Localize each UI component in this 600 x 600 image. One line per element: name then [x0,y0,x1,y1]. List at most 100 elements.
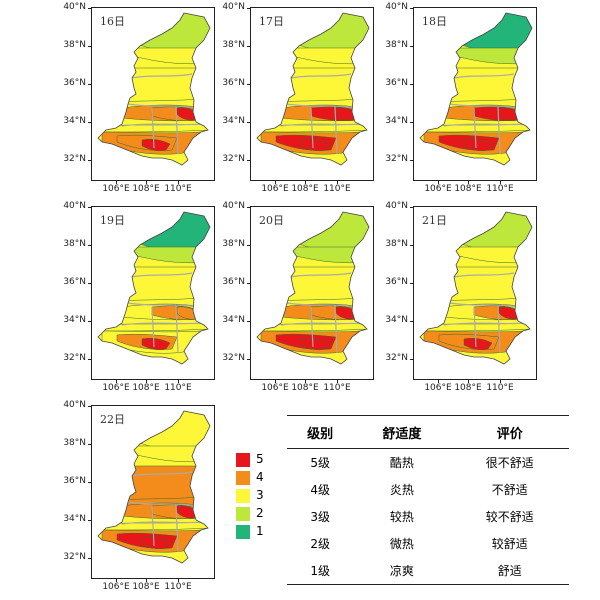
comfort-zone [98,465,210,502]
table-row: 5级 酷热 很不舒适 [287,449,569,477]
lat-tick [88,520,92,521]
lat-tick [88,321,92,322]
lat-tick [88,245,92,246]
lat-tick [247,283,251,284]
lat-label: 32°N [222,154,245,164]
lat-label: 36°N [63,78,86,88]
lat-tick [410,46,414,47]
lat-tick [247,359,251,360]
province-outline [419,211,533,365]
legend-label: 1 [256,524,264,538]
comfort-zone [141,536,171,550]
lat-label: 40°N [222,2,245,12]
boundary-line [131,471,193,477]
lon-label: 110°E [486,184,514,194]
day-label: 20日 [259,214,284,227]
lat-label: 38°N [385,40,408,50]
province-outline [97,410,211,564]
lat-tick [247,160,251,161]
lat-label: 36°N [63,476,86,486]
table-cell: 炎热 [389,483,414,497]
lon-label: 106°E [261,383,289,393]
lat-label: 36°N [222,78,245,88]
lat-label: 40°N [63,400,86,410]
comfort-zone [98,266,210,303]
lat-label: 38°N [222,239,245,249]
lat-label: 32°N [222,353,245,363]
lat-label: 40°N [385,201,408,211]
day-label: 18日 [422,15,447,28]
lat-label: 40°N [222,201,245,211]
boundary-line [280,322,364,326]
comfort-zone [101,322,210,332]
lon-label: 110°E [486,383,514,393]
lat-label: 36°N [385,277,408,287]
lon-label: 108°E [291,184,319,194]
day-label: 17日 [259,15,284,28]
lat-label: 34°N [385,315,408,325]
table-cell: 1级 [287,557,354,585]
table-cell: 4级 [310,483,330,497]
boundary-line [497,105,501,155]
comfort-grade-table: 级别 舒适度 评价 5级 酷热 很不舒适 4级 炎热 不舒适 3级 较热 较不舒… [287,415,569,585]
lat-label: 38°N [222,40,245,50]
lat-tick [247,122,251,123]
boundary-line [127,501,197,507]
boundary-line [443,123,527,127]
lon-label: 108°E [132,383,160,393]
comfort-zone [463,138,493,152]
map-panel-20: 20日 40°N 38°N 36°N 34°N 32°N 106°E 108°E 110°E [222,201,374,393]
day-label: 19日 [100,214,125,227]
map-panel-17: 17日 40°N 38°N 36°N 34°N 32°N 106°E 108°E 110°E [222,2,374,194]
lon-tick [275,379,276,383]
lat-label: 32°N [63,353,86,363]
boundary-line [131,272,193,278]
boundary-line [334,304,338,354]
table-cell: 舒适 [450,557,569,585]
lon-tick [337,379,338,383]
comfort-zone [453,246,532,264]
table-cell: 凉爽 [353,557,451,585]
boundary-line [310,107,314,149]
boundary-line [131,73,193,79]
lat-label: 36°N [63,277,86,287]
comfort-zone [300,337,330,351]
boundary-line [449,103,519,109]
lat-tick [247,8,251,9]
lat-tick [410,84,414,85]
table-cell: 5级 [310,456,330,470]
lon-label: 108°E [291,383,319,393]
shaanxi-map [97,211,211,365]
lat-tick [88,359,92,360]
boundary-line [290,73,352,79]
lat-tick [88,444,92,445]
boundary-line [175,503,179,553]
lat-tick [247,46,251,47]
lon-tick [337,180,338,184]
lon-label: 110°E [164,184,192,194]
lat-label: 34°N [385,116,408,126]
shaanxi-map [256,12,370,166]
comfort-zone [141,138,171,152]
boundary-line [121,322,205,326]
boundary-line [151,306,155,348]
shaanxi-map [97,12,211,166]
comfort-zone [423,322,532,332]
lat-label: 38°N [63,438,86,448]
lat-tick [88,207,92,208]
table-cell: 较不舒适 [485,510,534,524]
lon-tick [500,180,501,184]
comfort-zone [423,123,532,133]
lat-tick [88,406,92,407]
lon-tick [146,379,147,383]
boundary-line [121,521,205,525]
lon-tick [146,180,147,184]
legend-swatch [236,489,250,503]
lat-label: 38°N [63,40,86,50]
shaanxi-map [419,211,533,365]
comfort-zone [420,266,532,303]
lat-tick [410,321,414,322]
boundary-line [473,306,477,348]
boundary-line [175,105,179,155]
comfort-zone [101,123,210,133]
